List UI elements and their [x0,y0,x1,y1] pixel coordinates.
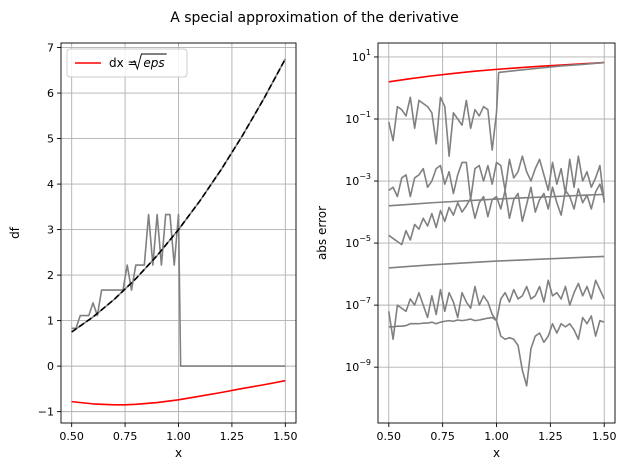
series-line-1 [388,61,605,83]
series-line-2 [71,213,286,367]
y-tick-label: 10−1 [345,110,371,126]
series-line-1 [71,379,286,406]
x-tick-label: 1.00 [166,430,191,443]
x-axis-label: x [493,446,500,460]
x-tick-label: 1.50 [592,430,617,443]
legend-label: dx = eps [109,56,165,70]
x-tick-label: 0.50 [377,430,402,443]
y-tick-label: 4 [47,178,54,191]
y-tick-label: 6 [47,87,54,100]
series-line-3 [388,155,606,203]
series-line-2 [387,61,605,158]
series-line-6 [388,255,605,269]
y-tick-label: 3 [47,224,54,237]
series-line-4 [388,193,605,207]
y-tick-label: 101 [352,48,371,64]
y-tick-label: 2 [47,269,54,282]
y-tick-label: 10−7 [345,296,371,312]
left-chart: 0.50 0.75 1.00 1.25 1.50 −1 0 1 2 3 4 5 6 7 x df dx = ep… [8,42,298,460]
y-axis-label: abs error [315,206,329,260]
x-tick-label: 0.50 [59,430,84,443]
legend: dx = eps [66,48,188,78]
legend-box [66,48,188,78]
y-tick-label: 10−5 [345,234,371,250]
x-tick-label: 0.75 [113,430,138,443]
series-line-4 [71,58,287,333]
sqrt-radical-icon [131,53,167,71]
x-axis-label: x [175,446,182,460]
figure-title: A special approximation of the derivativ… [170,10,459,26]
x-tick-label: 1.00 [484,430,509,443]
right-chart: 0.50 0.75 1.00 1.25 1.50 101 10−1 10−3 10−5 10−7 1… [315,42,617,460]
series-line-5 [388,183,606,246]
y-tick-label: 7 [47,42,54,55]
x-tick-label: 1.25 [220,430,245,443]
y-tick-label: 0 [47,360,54,373]
y-tick-label: 5 [47,133,54,146]
y-tick-label: 10−3 [345,172,371,188]
y-tick-label: −1 [38,406,54,419]
y-tick-label: 10−9 [345,358,371,374]
series-group [387,61,606,387]
x-tick-label: 1.25 [538,430,563,443]
y-axis-label: df [8,226,22,239]
x-tick-label: 1.50 [273,430,298,443]
series-line-8 [388,315,605,387]
x-tick-label: 0.75 [430,430,455,443]
y-tick-label: 1 [47,315,54,328]
gridlines [378,43,615,423]
series-group [71,58,287,406]
